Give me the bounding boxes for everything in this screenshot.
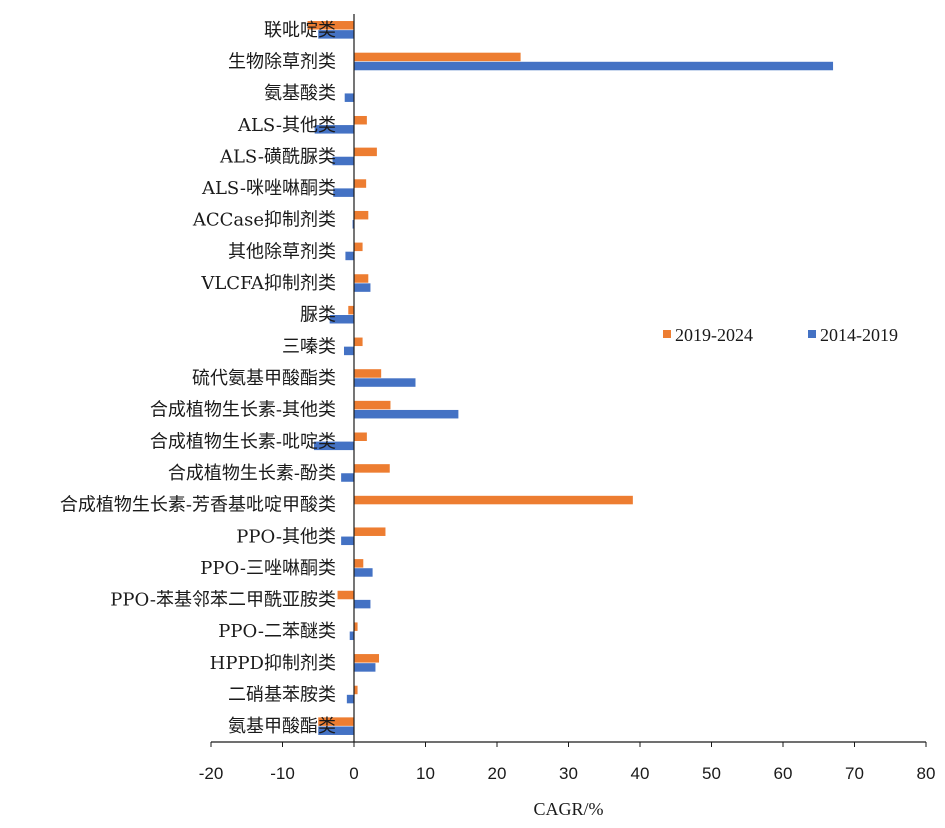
bars-layer (307, 21, 834, 735)
bar-2014-2019-10 (343, 346, 354, 356)
bar-2014-2019-1 (354, 61, 834, 71)
bar-2019-2024-11 (354, 369, 382, 378)
bar-2014-2019-0 (318, 30, 354, 39)
category-label: 氨基酸类 (264, 83, 336, 104)
bar-2019-2024-22 (318, 717, 354, 726)
category-label: VLCFA抑制剂类 (200, 273, 336, 294)
category-label: 合成植物生长素-芳香基吡啶甲酸类 (60, 495, 336, 516)
bar-2014-2019-19 (349, 631, 354, 641)
category-label: 硫代氨基甲酸酯类 (192, 368, 336, 389)
category-label: PPO-其他类 (236, 526, 336, 547)
bar-2019-2024-8 (354, 274, 369, 283)
category-label: ALS-磺酰脲类 (219, 146, 336, 167)
category-label: 合成植物生长素-吡啶类 (150, 431, 336, 452)
bar-2014-2019-8 (354, 283, 371, 292)
bar-2019-2024-14 (354, 464, 390, 473)
category-label: 二硝基苯胺类 (228, 685, 336, 706)
legend: 2019-2024 2014-2019 (663, 325, 898, 345)
category-label: ACCase抑制剂类 (192, 210, 336, 231)
bar-2014-2019-6 (352, 220, 354, 229)
bar-2019-2024-7 (354, 242, 363, 252)
x-tick-label: -10 (270, 764, 295, 783)
legend-swatch-2014-2019 (808, 330, 816, 338)
x-tick-layer: -20 -10 0 10 20 30 40 50 60 70 80 (199, 742, 936, 783)
bar-2014-2019-4 (332, 156, 354, 166)
category-label: 联吡啶类 (264, 20, 336, 41)
bar-2014-2019-13 (313, 441, 354, 451)
bar-2019-2024-12 (354, 400, 391, 410)
x-axis-title: CAGR/% (533, 799, 603, 819)
bar-2019-2024-18 (337, 590, 354, 600)
category-label: 其他除草剂类 (228, 241, 336, 262)
legend-label-2019-2024: 2019-2024 (675, 325, 753, 345)
bar-2019-2024-13 (354, 432, 367, 441)
bar-2014-2019-3 (314, 125, 354, 134)
bar-2019-2024-5 (354, 179, 367, 188)
bar-2019-2024-4 (354, 147, 377, 157)
x-tick-label: 80 (917, 764, 936, 783)
category-label: HPPD抑制剂类 (210, 653, 336, 674)
x-tick-label: 70 (845, 764, 864, 783)
category-label: 合成植物生长素-酚类 (168, 463, 336, 484)
bar-2019-2024-17 (354, 559, 364, 568)
bar-2014-2019-18 (354, 599, 371, 609)
category-label: 合成植物生长素-其他类 (150, 400, 336, 421)
bar-2019-2024-1 (354, 52, 521, 62)
bar-2019-2024-15 (354, 495, 633, 505)
category-label: ALS-咪唑啉酮类 (201, 178, 336, 199)
bar-2014-2019-2 (344, 93, 354, 102)
bar-2014-2019-14 (341, 473, 354, 482)
bar-2014-2019-20 (354, 663, 376, 672)
category-label: PPO-三唑啉酮类 (200, 558, 336, 579)
category-label: 三嗪类 (282, 336, 336, 357)
x-tick-label: 10 (416, 764, 435, 783)
bar-2019-2024-3 (354, 115, 367, 125)
category-label: 生物除草剂类 (228, 51, 336, 72)
x-tick-label: 50 (702, 764, 721, 783)
x-tick-label: 20 (488, 764, 507, 783)
bar-2014-2019-12 (354, 409, 459, 419)
bar-2014-2019-11 (354, 378, 416, 387)
bar-2019-2024-16 (354, 527, 386, 536)
category-label: ALS-其他类 (237, 115, 336, 136)
bar-2019-2024-21 (354, 685, 358, 695)
bar-2019-2024-6 (354, 210, 369, 220)
bar-2019-2024-20 (354, 654, 380, 663)
bar-2014-2019-7 (345, 251, 354, 261)
x-tick-label: 40 (631, 764, 650, 783)
x-tick-label: -20 (199, 764, 224, 783)
category-label: PPO-苯基邻苯二甲酰亚胺类 (110, 590, 336, 611)
bar-2014-2019-21 (346, 694, 354, 704)
bar-2019-2024-0 (307, 21, 354, 30)
legend-swatch-2019-2024 (663, 330, 671, 338)
bar-2019-2024-19 (354, 622, 358, 631)
bar-2014-2019-17 (354, 568, 373, 577)
bar-2014-2019-9 (329, 315, 354, 324)
bar-2014-2019-22 (318, 726, 354, 735)
x-tick-label: 30 (559, 764, 578, 783)
x-tick-label: 0 (349, 764, 358, 783)
bar-2019-2024-10 (354, 337, 363, 347)
bar-2014-2019-5 (333, 188, 354, 197)
category-label: 脲类 (300, 305, 336, 326)
bar-2019-2024-9 (348, 305, 354, 315)
x-tick-label: 60 (774, 764, 793, 783)
bar-2014-2019-16 (341, 536, 354, 546)
category-label: 氨基甲酸酯类 (228, 716, 336, 737)
legend-label-2014-2019: 2014-2019 (820, 325, 898, 345)
category-label: PPO-二苯醚类 (218, 621, 336, 642)
